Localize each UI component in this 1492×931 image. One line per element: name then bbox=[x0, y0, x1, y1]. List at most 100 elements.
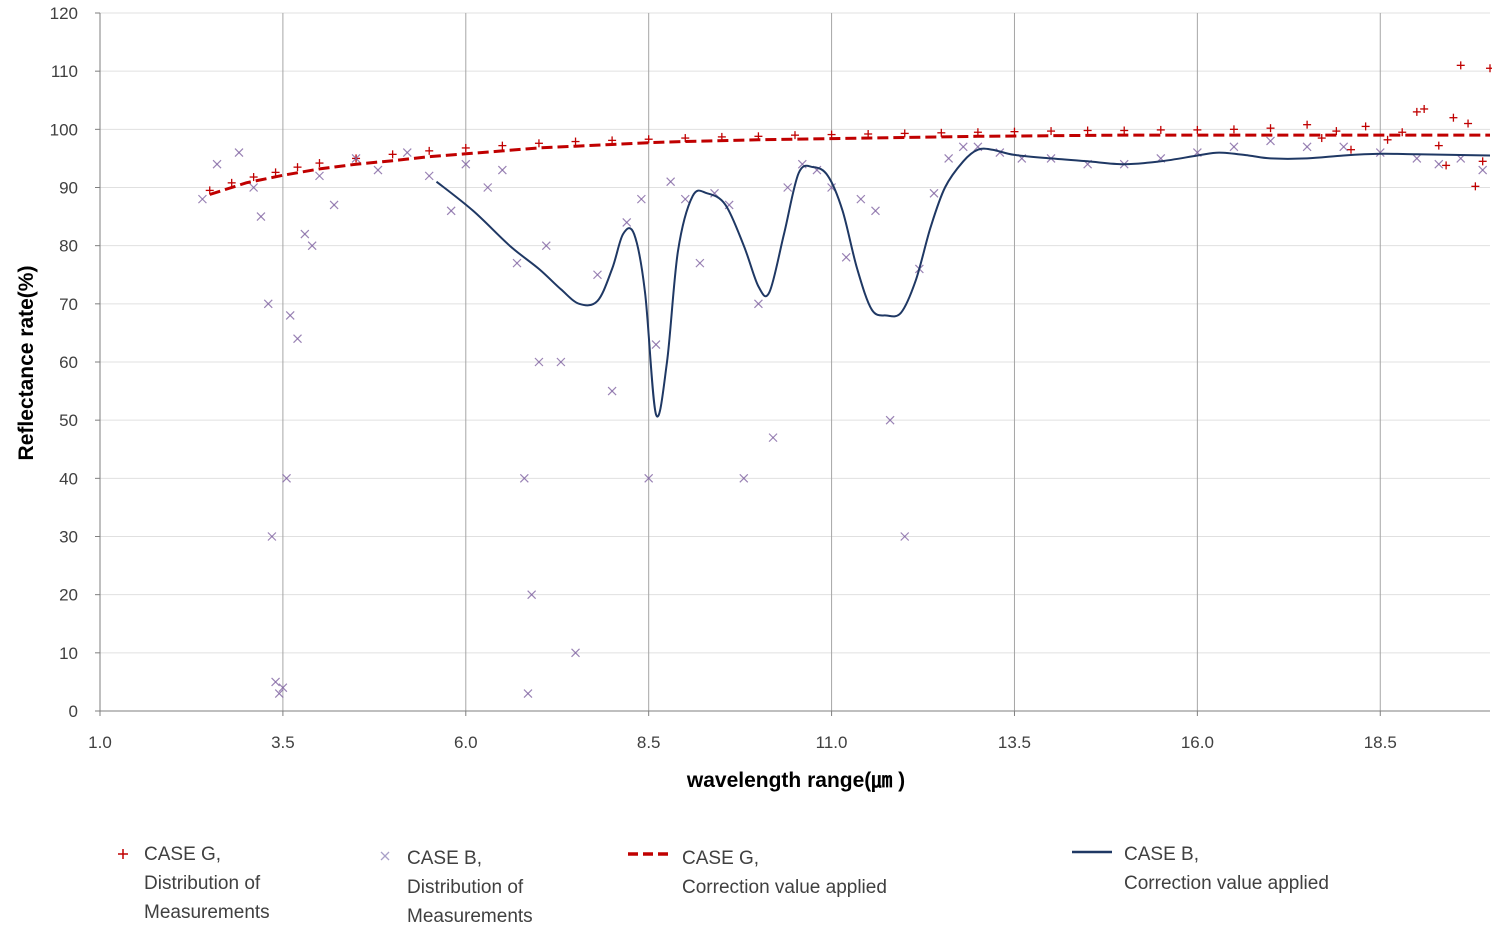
x-tick-label: 8.5 bbox=[637, 733, 661, 752]
case-g-point bbox=[1010, 127, 1019, 136]
case-b-point bbox=[527, 590, 537, 600]
y-axis-title: Reflectance rate(%) bbox=[15, 266, 38, 461]
case-b-point bbox=[885, 415, 895, 425]
case-b-point bbox=[695, 258, 705, 268]
case-g-point bbox=[1442, 161, 1451, 170]
case-b-point bbox=[274, 689, 284, 698]
x-marker-stroke bbox=[768, 433, 778, 443]
case-b-point bbox=[636, 194, 646, 204]
case-g-correction bbox=[209, 133, 1490, 196]
legend-label: CASE B, bbox=[1124, 844, 1199, 865]
case-g-point bbox=[1456, 61, 1465, 70]
x-marker-stroke bbox=[249, 183, 259, 192]
x-marker-stroke bbox=[1229, 142, 1239, 152]
case-g-point bbox=[1332, 127, 1341, 136]
x-marker-stroke bbox=[293, 334, 302, 344]
x-marker-stroke bbox=[197, 194, 207, 204]
x-marker-stroke bbox=[885, 415, 895, 425]
case-g-point bbox=[498, 141, 507, 150]
legend-item-case-b-measurements: CASE B, Distribution of Measurements bbox=[376, 844, 533, 931]
case-b-point bbox=[929, 188, 939, 198]
case-g-point bbox=[1471, 182, 1480, 191]
case-b-point bbox=[607, 386, 617, 396]
case-g-point bbox=[1317, 134, 1326, 143]
y-tick-label: 110 bbox=[51, 62, 78, 81]
x-marker-stroke bbox=[871, 206, 880, 216]
x-tick-label: 18.5 bbox=[1364, 733, 1397, 752]
case-g-correction-line bbox=[209, 133, 1490, 196]
x-marker-stroke bbox=[571, 648, 580, 658]
x-marker-stroke bbox=[523, 689, 533, 698]
legend-item-case-g-correction: CASE G, Correction value applied bbox=[626, 844, 887, 902]
case-g-point bbox=[534, 139, 543, 148]
legend-label: CASE G, bbox=[682, 848, 760, 869]
case-g-point bbox=[425, 146, 434, 155]
x-axis-title: wavelength range(㎛ ) bbox=[686, 769, 905, 793]
legend-label: Correction value applied bbox=[1124, 873, 1329, 894]
y-tick-label: 70 bbox=[59, 295, 78, 314]
x-marker-stroke bbox=[1302, 142, 1312, 152]
x-marker-stroke bbox=[644, 473, 654, 483]
y-tick-label: 40 bbox=[59, 469, 78, 488]
legend-item-case-b-correction: CASE B, Correction value applied bbox=[1070, 840, 1329, 898]
x-marker-stroke bbox=[900, 532, 910, 541]
x-marker-stroke bbox=[1339, 142, 1349, 152]
x-marker-stroke bbox=[234, 148, 244, 158]
x-marker-stroke bbox=[783, 183, 793, 192]
case-b-point bbox=[753, 299, 763, 309]
case-b-point bbox=[483, 183, 493, 192]
case-b-point bbox=[1375, 148, 1385, 158]
x-marker-stroke bbox=[929, 188, 939, 198]
x-marker-stroke bbox=[351, 153, 361, 163]
legend-label: CASE B, bbox=[407, 848, 482, 869]
case-b-point bbox=[373, 165, 383, 175]
case-g-point bbox=[461, 143, 470, 152]
case-b-point bbox=[1434, 159, 1444, 169]
x-marker-stroke bbox=[995, 148, 1005, 158]
x-marker-stroke bbox=[274, 689, 284, 698]
legend-label: Distribution of bbox=[407, 877, 524, 898]
case-g-point bbox=[1303, 120, 1312, 129]
x-tick-label: 3.5 bbox=[271, 733, 295, 752]
case-b-point bbox=[424, 171, 434, 181]
case-g-point bbox=[1361, 122, 1370, 131]
legend-item-case-g-measurements: CASE G, Distribution of Measurements bbox=[112, 840, 270, 927]
case-g-point bbox=[227, 178, 236, 187]
case-g-point bbox=[644, 135, 653, 144]
x-marker-stroke bbox=[461, 159, 471, 169]
x-marker-stroke bbox=[256, 212, 266, 222]
x-marker-stroke bbox=[519, 473, 529, 483]
case-b-point bbox=[271, 677, 281, 687]
x-marker-stroke bbox=[651, 340, 661, 349]
case-g-point bbox=[1420, 104, 1429, 113]
x-marker-stroke bbox=[841, 252, 851, 262]
case-b-point bbox=[1229, 142, 1239, 152]
case-b-point bbox=[768, 433, 778, 443]
case-g-point bbox=[1083, 126, 1092, 135]
x-marker-stroke bbox=[607, 386, 617, 396]
y-tick-label: 120 bbox=[50, 4, 78, 23]
case-g-point bbox=[1449, 113, 1458, 122]
x-marker-stroke bbox=[446, 206, 456, 216]
x-tick-label: 16.0 bbox=[1181, 733, 1214, 752]
y-tick-label: 60 bbox=[59, 353, 78, 372]
case-b-point bbox=[1478, 165, 1488, 175]
case-g-point bbox=[1347, 145, 1355, 154]
x-marker-stroke bbox=[424, 171, 434, 181]
x-marker-stroke bbox=[1434, 159, 1444, 169]
x-marker-stroke bbox=[315, 171, 324, 181]
x-marker-stroke bbox=[267, 532, 277, 541]
x-marker-stroke bbox=[944, 153, 954, 163]
x-marker-stroke bbox=[1412, 153, 1422, 163]
x-marker-stroke bbox=[666, 177, 676, 187]
case-b-point bbox=[512, 258, 522, 268]
case-b-point bbox=[197, 194, 207, 204]
x-marker-stroke bbox=[827, 183, 837, 192]
case-g-point bbox=[1229, 125, 1238, 134]
y-tick-label: 0 bbox=[69, 702, 78, 721]
case-g-point bbox=[1193, 125, 1202, 134]
case-b-point bbox=[461, 159, 471, 169]
case-g-point bbox=[1156, 125, 1165, 134]
case-b-point bbox=[212, 159, 222, 169]
case-b-point bbox=[278, 683, 288, 693]
